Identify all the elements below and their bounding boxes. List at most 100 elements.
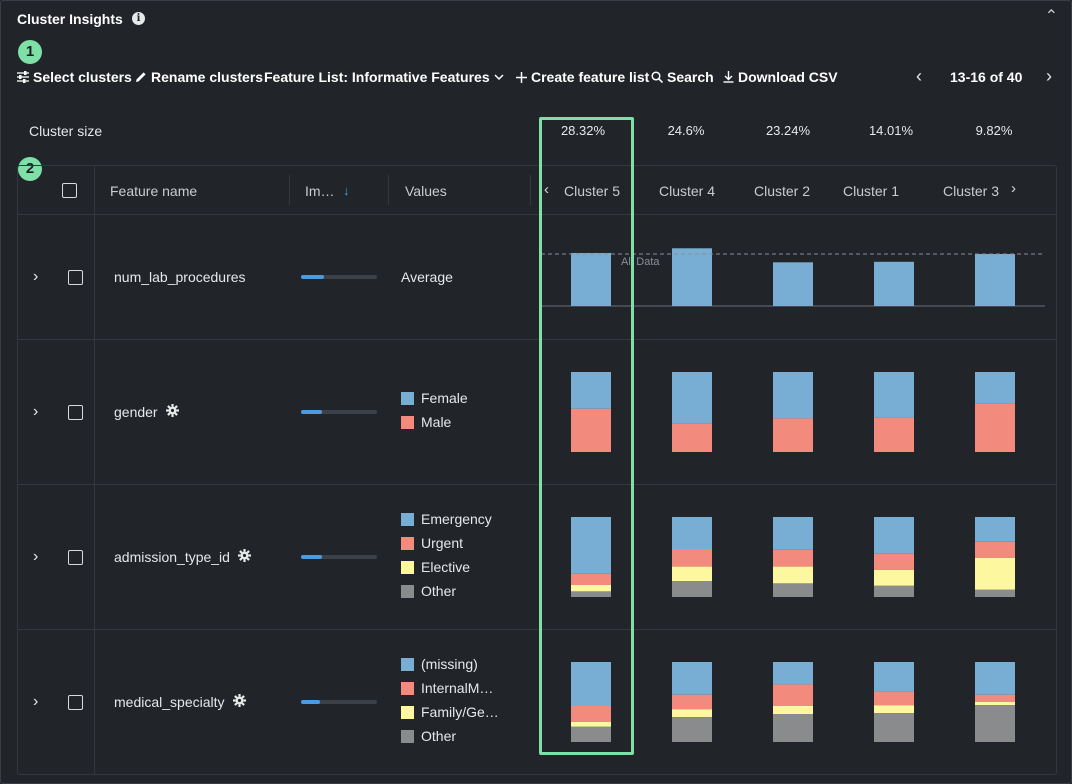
stacked-bar-segment-medical-specialty[interactable] [773, 714, 813, 742]
stacked-bar-segment-admission-type-id[interactable] [571, 517, 611, 574]
stacked-bar-segment-medical-specialty[interactable] [975, 694, 1015, 702]
stacked-bar-segment-admission-type-id[interactable] [975, 557, 1015, 590]
sort-down-icon[interactable]: ↓ [343, 183, 350, 198]
stacked-bar-segment-medical-specialty[interactable] [874, 713, 914, 742]
stacked-bar-segment-admission-type-id[interactable] [975, 589, 1015, 597]
stacked-bar-segment-medical-specialty[interactable] [874, 705, 914, 714]
header-feature-name[interactable]: Feature name [110, 183, 198, 199]
legend-label: (missing) [421, 656, 478, 672]
pager-next-icon[interactable]: › [1046, 66, 1052, 86]
stacked-bar-segment-gender[interactable] [571, 372, 611, 409]
stacked-bar-segment-gender[interactable] [571, 408, 611, 452]
stacked-bar-segment-gender[interactable] [672, 372, 712, 424]
clusters-next-icon[interactable]: › [1011, 180, 1016, 197]
stacked-bar-segment-medical-specialty[interactable] [874, 662, 914, 692]
step-badge-1: 1 [18, 40, 42, 64]
row-checkbox[interactable] [68, 695, 83, 710]
stacked-bar-segment-medical-specialty[interactable] [773, 684, 813, 706]
stacked-bar-segment-medical-specialty[interactable] [874, 691, 914, 706]
download-csv-button[interactable]: Download CSV [723, 69, 838, 85]
row-divider [17, 484, 1057, 485]
stacked-bar-segment-admission-type-id[interactable] [874, 569, 914, 586]
bar-num-lab-procedures[interactable] [672, 248, 712, 306]
header-cluster: Cluster 5 [563, 183, 621, 199]
stacked-bar-segment-gender[interactable] [773, 418, 813, 452]
gear-icon[interactable] [232, 694, 246, 710]
stacked-bar-segment-admission-type-id[interactable] [571, 591, 611, 597]
select-all-checkbox[interactable] [62, 183, 77, 198]
stacked-bar-segment-gender[interactable] [672, 423, 712, 452]
stacked-bar-segment-medical-specialty[interactable] [773, 662, 813, 685]
stacked-bar-segment-medical-specialty[interactable] [672, 694, 712, 710]
stacked-bar-segment-admission-type-id[interactable] [672, 549, 712, 567]
bar-num-lab-procedures[interactable] [874, 261, 914, 306]
create-feature-list-button[interactable]: Create feature list [516, 69, 649, 85]
gear-icon[interactable] [165, 404, 179, 420]
gear-icon[interactable] [237, 549, 251, 565]
feature-name: medical_specialty [114, 694, 246, 710]
stacked-bar-segment-medical-specialty[interactable] [975, 702, 1015, 706]
row-checkbox[interactable] [68, 405, 83, 420]
search-button[interactable]: Search [651, 69, 714, 85]
legend-label: Male [421, 414, 452, 430]
expand-row-icon[interactable]: › [33, 693, 39, 710]
legend-item: Family/Ge… [401, 700, 499, 724]
expand-row-icon[interactable]: › [33, 268, 39, 285]
stacked-bar-segment-admission-type-id[interactable] [672, 517, 712, 549]
importance-bar [301, 275, 377, 279]
expand-row-icon[interactable]: › [33, 403, 39, 420]
stacked-bar-segment-admission-type-id[interactable] [571, 585, 611, 592]
select-clusters-button[interactable]: Select clusters [17, 69, 132, 85]
stacked-bar-segment-medical-specialty[interactable] [571, 726, 611, 742]
stacked-bar-segment-medical-specialty[interactable] [672, 717, 712, 742]
stacked-bar-segment-admission-type-id[interactable] [773, 517, 813, 550]
pager-prev-icon[interactable]: ‹ [916, 66, 922, 86]
stacked-bar-segment-admission-type-id[interactable] [773, 566, 813, 584]
importance-bar [301, 700, 377, 704]
row-checkbox[interactable] [68, 550, 83, 565]
search-icon [651, 71, 663, 83]
stacked-bar-segment-admission-type-id[interactable] [975, 541, 1015, 558]
stacked-bar-segment-medical-specialty[interactable] [571, 722, 611, 727]
stacked-bar-segment-admission-type-id[interactable] [672, 566, 712, 581]
chevron-up-icon[interactable]: ⌃ [1044, 8, 1058, 25]
stacked-bar-segment-admission-type-id[interactable] [874, 553, 914, 570]
header-importance[interactable]: Im… [305, 183, 335, 199]
stacked-bar-segment-medical-specialty[interactable] [672, 662, 712, 695]
bar-num-lab-procedures[interactable] [975, 254, 1015, 306]
column-divider [289, 175, 290, 205]
stacked-bar-segment-admission-type-id[interactable] [874, 517, 914, 554]
stacked-bar-segment-gender[interactable] [874, 417, 914, 452]
header-cluster: Cluster 3 [942, 183, 1000, 199]
stacked-bar-segment-medical-specialty[interactable] [571, 662, 611, 706]
feature-name: num_lab_procedures [114, 269, 246, 285]
stacked-bar-segment-medical-specialty[interactable] [773, 706, 813, 714]
stacked-bar-segment-gender[interactable] [773, 372, 813, 419]
stacked-bar-segment-gender[interactable] [975, 403, 1015, 452]
stacked-bar-segment-medical-specialty[interactable] [975, 662, 1015, 695]
legend-swatch [401, 560, 414, 574]
stacked-bar-segment-admission-type-id[interactable] [874, 585, 914, 597]
stacked-bar-segment-admission-type-id[interactable] [975, 517, 1015, 542]
stacked-bar-segment-medical-specialty[interactable] [571, 706, 611, 722]
legend-label: Other [421, 583, 457, 599]
expand-row-icon[interactable]: › [33, 548, 39, 565]
header-cluster: Cluster 4 [658, 183, 716, 199]
stacked-bar-segment-admission-type-id[interactable] [672, 581, 712, 597]
stacked-bar-segment-medical-specialty[interactable] [975, 705, 1015, 742]
stacked-bar-segment-admission-type-id[interactable] [571, 573, 611, 585]
stacked-bar-segment-admission-type-id[interactable] [773, 583, 813, 597]
stacked-bar-segment-admission-type-id[interactable] [773, 549, 813, 567]
stacked-bar-segment-medical-specialty[interactable] [672, 709, 712, 718]
feature-list-dropdown[interactable]: Feature List: Informative Features [264, 69, 504, 85]
rename-clusters-button[interactable]: Rename clusters [135, 69, 263, 85]
stacked-bar-segment-gender[interactable] [975, 372, 1015, 404]
info-icon[interactable]: i [132, 12, 145, 25]
legend-item: Female [401, 386, 468, 410]
clusters-prev-icon[interactable]: ‹ [544, 181, 549, 198]
bar-num-lab-procedures[interactable] [571, 252, 611, 306]
bar-num-lab-procedures[interactable] [773, 262, 813, 306]
row-checkbox[interactable] [68, 270, 83, 285]
stacked-bar-segment-gender[interactable] [874, 372, 914, 418]
